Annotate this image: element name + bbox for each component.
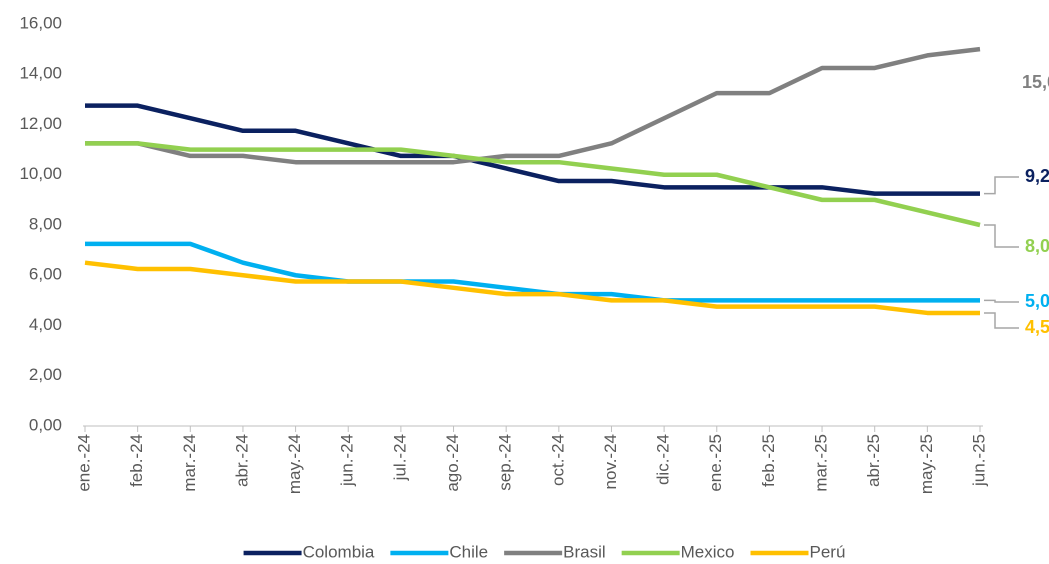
- series-line: [85, 103, 980, 196]
- leader-line: [984, 299, 1019, 303]
- data-label: 4,50: [1025, 317, 1049, 337]
- x-tick-label: ene.-24: [74, 434, 93, 492]
- y-tick-label: 16,00: [19, 13, 62, 32]
- x-tick-label: dic.-24: [654, 434, 673, 485]
- x-tick-label: ene.-25: [706, 434, 725, 492]
- y-tick-label: 6,00: [29, 265, 62, 284]
- y-tick-label: 12,00: [19, 114, 62, 133]
- legend-label: Chile: [449, 542, 488, 561]
- x-tick-label: jul.-24: [390, 434, 409, 481]
- series-line: [85, 141, 981, 228]
- legend-label: Colombia: [303, 542, 375, 561]
- x-tick-label: sep.-24: [496, 434, 515, 491]
- x-tick-label: feb.-24: [127, 434, 146, 487]
- x-tick-label: may.-25: [917, 434, 936, 494]
- x-tick-label: may.-24: [285, 434, 304, 494]
- leader-line: [984, 224, 1019, 248]
- x-tick-label: nov.-24: [601, 434, 620, 489]
- y-tick-label: 4,00: [29, 315, 62, 334]
- x-tick-label: ago.-24: [443, 434, 462, 492]
- x-tick-label: feb.-25: [759, 434, 778, 487]
- y-tick-label: 2,00: [29, 365, 62, 384]
- data-label: 8,00: [1025, 236, 1049, 256]
- leader-line: [984, 176, 1019, 195]
- x-tick-label: mar.-25: [812, 434, 831, 492]
- y-tick-label: 14,00: [19, 64, 62, 83]
- data-label: 15,00: [1022, 72, 1049, 92]
- legend-label: Brasil: [563, 542, 606, 561]
- legend-label: Perú: [810, 542, 846, 561]
- data-label: 5,00: [1025, 291, 1049, 311]
- x-tick-label: mar.-24: [180, 434, 199, 492]
- series-line: [84, 260, 980, 316]
- leader-line: [984, 312, 1019, 329]
- x-tick-label: jun.-25: [969, 434, 988, 487]
- x-tick-label: abr.-24: [232, 434, 251, 487]
- x-tick-label: abr.-25: [864, 434, 883, 487]
- series-line: [85, 241, 980, 303]
- legend-label: Mexico: [681, 542, 735, 561]
- y-tick-label: 0,00: [29, 415, 62, 434]
- x-tick-label: oct.-24: [548, 434, 567, 486]
- y-tick-label: 10,00: [19, 164, 62, 183]
- series-line: [85, 46, 981, 165]
- legend: Colombia Chile Brasil Mexico Perú: [243, 542, 846, 561]
- x-tick-label: jun.-24: [338, 434, 357, 487]
- data-label: 9,25: [1025, 166, 1049, 186]
- y-tick-label: 8,00: [29, 214, 62, 233]
